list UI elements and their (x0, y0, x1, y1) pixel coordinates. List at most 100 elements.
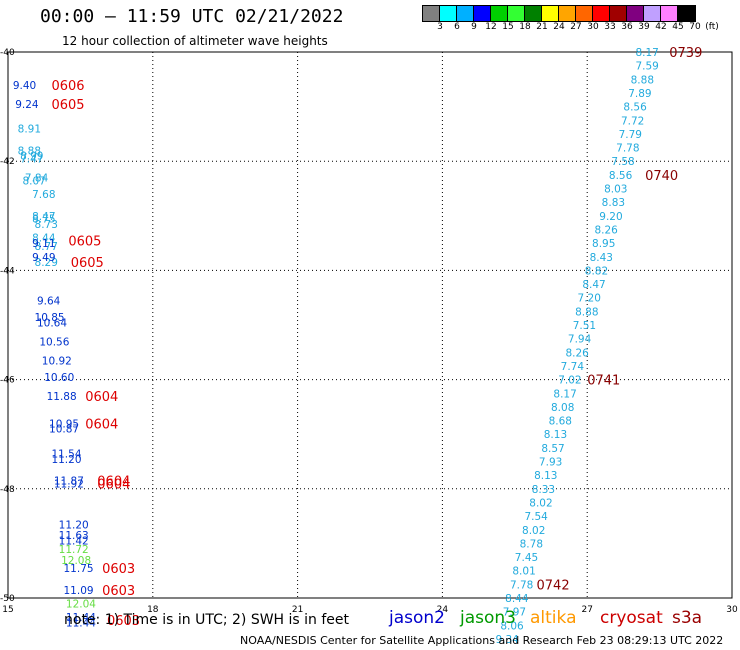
colorbar-tick-label: 18 (519, 22, 531, 32)
time-label: 0603 (107, 614, 140, 629)
data-point-s3a: 8.82 (585, 265, 608, 277)
data-point-jason2: 11.87 (54, 476, 84, 488)
data-point-jason3: 12.08 (61, 555, 91, 567)
data-point-jason2: 10.85 (35, 312, 65, 324)
colorbar-swatch (542, 6, 559, 21)
data-point-jason2: 10.56 (39, 336, 69, 348)
time-label: 0604 (97, 477, 130, 492)
data-point-jason2: 9.11 (32, 238, 55, 250)
data-point-cryosat: 8.77 (35, 241, 58, 253)
data-point-s3a: 7.72 (621, 115, 644, 127)
data-point-s3a: 8.56 (609, 170, 633, 182)
data-point-s3a: 7.02 (558, 375, 581, 387)
data-point-s3a: 8.26 (594, 224, 618, 236)
colorbar-swatch (644, 6, 661, 21)
data-point-jason2: 10.95 (49, 418, 79, 430)
time-label: 0605 (68, 234, 101, 249)
colorbar-swatch (440, 6, 457, 21)
colorbar-swatch (559, 6, 576, 21)
colorbar-swatch (457, 6, 474, 21)
data-point-jason2: 11.20 (51, 454, 81, 466)
y-tick-label: -44 (0, 266, 15, 276)
data-point-s3a: 8.68 (549, 416, 572, 428)
data-point-s3a: 7.45 (515, 552, 538, 564)
time-label: 0606 (51, 79, 84, 94)
colorbar-tick-label: 45 (672, 22, 684, 32)
colorbar-swatch (474, 6, 491, 21)
data-point-jason3: 11.72 (59, 544, 89, 556)
colorbar-swatch (525, 6, 542, 21)
data-point-s3a: 8.78 (520, 538, 543, 550)
data-point-jason2: 11.44 (66, 618, 96, 630)
data-point-s3a: 7.93 (539, 457, 562, 469)
data-point-jason2: 11.75 (64, 563, 94, 575)
colorbar-swatch (593, 6, 610, 21)
time-label: 0603 (102, 562, 135, 577)
y-tick-label: -48 (0, 485, 15, 495)
data-point-s3a: 7.89 (628, 88, 651, 100)
data-point-jason2: 11.92 (54, 478, 84, 490)
data-point-cryosat: 7.47 (20, 153, 43, 165)
legend-item-altika: altika (530, 608, 577, 628)
data-point-s3a: 8.83 (602, 197, 625, 209)
colorbar-swatch (678, 6, 695, 21)
time-label: 0605 (71, 256, 104, 271)
colorbar-unit: (ft) (705, 22, 719, 32)
x-tick-label: 27 (581, 605, 592, 615)
chart-title: 00:00 – 11:59 UTC 02/21/2022 (40, 6, 344, 27)
time-label: 0605 (51, 98, 84, 113)
data-point-jason2: 9.64 (37, 295, 61, 307)
colorbar-swatch (508, 6, 525, 21)
time-label: 0603 (102, 584, 135, 599)
data-point-s3a: 8.88 (631, 74, 654, 86)
colorbar-tick-label: 24 (553, 22, 565, 32)
data-point-s3a: 8.56 (623, 102, 647, 114)
data-point-s3a: 8.33 (532, 484, 555, 496)
colorbar-swatch (627, 6, 644, 21)
time-label: 0740 (645, 169, 678, 184)
time-label: 0742 (537, 578, 570, 593)
data-point-cryosat: 7.84 (25, 173, 49, 185)
data-point-cryosat: 7.68 (32, 189, 55, 201)
data-point-jason2: 10.92 (42, 355, 72, 367)
colorbar-swatch (491, 6, 508, 21)
legend-item-cryosat: cryosat (600, 608, 663, 628)
chart-subtitle: 12 hour collection of altimeter wave hei… (62, 34, 328, 48)
data-point-s3a: 9.34 (495, 634, 519, 646)
footer-credit: NOAA/NESDIS Center for Satellite Applica… (240, 634, 724, 647)
data-point-s3a: 7.74 (561, 361, 585, 373)
data-point-jason2: 11.44 (66, 612, 96, 624)
y-tick-label: -50 (0, 594, 15, 604)
data-point-jason2: 11.42 (59, 536, 89, 548)
legend-item-jason3: jason3 (460, 608, 516, 628)
data-point-s3a: 7.59 (635, 61, 658, 73)
x-tick-label: 18 (147, 605, 159, 615)
data-point-jason2: 11.09 (64, 585, 94, 597)
data-point-s3a: 8.08 (551, 402, 574, 414)
data-point-s3a: 8.03 (604, 184, 627, 196)
data-point-s3a: 8.26 (565, 347, 589, 359)
data-point-jason2: 9.24 (15, 99, 39, 111)
data-point-s3a: 8.01 (512, 566, 535, 578)
data-point-cryosat: 8.91 (18, 123, 41, 135)
data-point-s3a: 7.51 (573, 320, 596, 332)
data-point-s3a: 8.13 (534, 470, 557, 482)
data-point-s3a: 7.58 (611, 156, 634, 168)
data-point-s3a: 7.97 (503, 607, 526, 619)
colorbar-tick-label: 9 (471, 22, 477, 32)
data-point-s3a: 8.06 (500, 620, 524, 632)
data-point-jason2: 9.40 (13, 80, 36, 92)
colorbar-tick-label: 36 (621, 22, 633, 32)
y-tick-label: -42 (0, 157, 15, 167)
plot-frame (7, 51, 733, 599)
data-point-cryosat: 8.99 (20, 151, 43, 163)
footer-note: note: 1) Time is in UTC; 2) SWH is in fe… (64, 612, 350, 628)
data-point-s3a: 8.02 (522, 525, 545, 537)
data-point-cryosat: 8.73 (35, 219, 58, 231)
data-point-s3a: 7.20 (578, 293, 601, 305)
data-point-cryosat: 8.75 (32, 214, 55, 226)
time-label: 0604 (97, 475, 130, 490)
legend-item-s3a: s3a (672, 608, 703, 628)
colorbar-tick-label: 70 (689, 22, 701, 32)
